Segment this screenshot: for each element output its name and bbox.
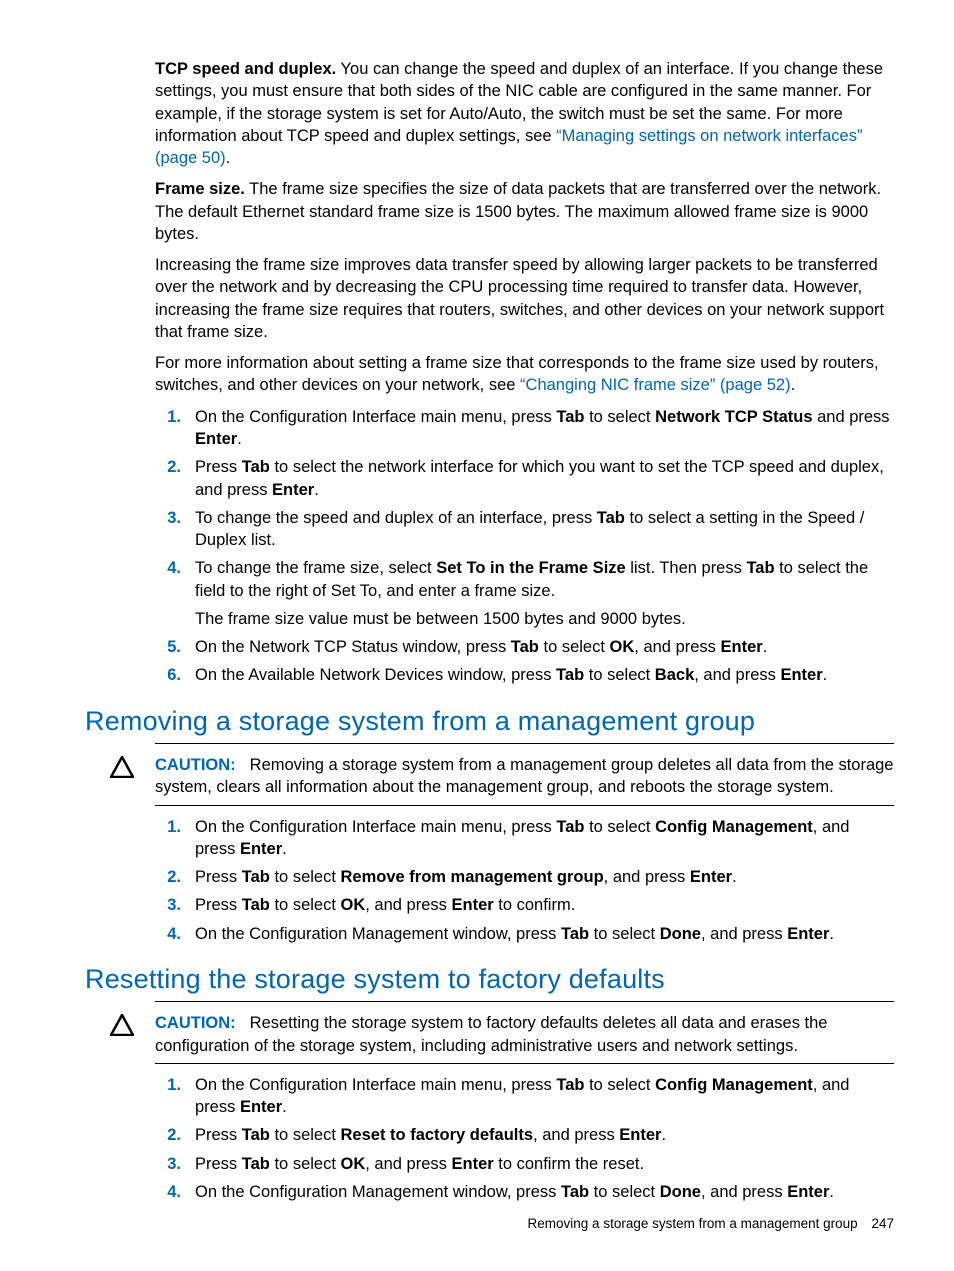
step-item: 1. On the Configuration Interface main me… bbox=[155, 816, 894, 861]
step-text: Press Tab to select OK, and press Enter … bbox=[195, 1153, 894, 1175]
rule-removing bbox=[155, 743, 894, 744]
step-text: Press Tab to select Remove from manageme… bbox=[195, 866, 894, 888]
body-column: TCP speed and duplex. You can change the… bbox=[155, 58, 894, 687]
step-item: 4. To change the frame size, select Set T… bbox=[155, 557, 894, 630]
step-text: On the Network TCP Status window, press … bbox=[195, 636, 894, 658]
caution-label: CAUTION: bbox=[155, 756, 236, 774]
step-number: 6. bbox=[155, 664, 181, 686]
step-number: 1. bbox=[155, 816, 181, 838]
step-text: Press Tab to select Reset to factory def… bbox=[195, 1124, 894, 1146]
step-item: 6. On the Available Network Devices windo… bbox=[155, 664, 894, 686]
text-frame: The frame size specifies the size of dat… bbox=[155, 180, 881, 243]
para-tcp-speed: TCP speed and duplex. You can change the… bbox=[155, 58, 894, 169]
caution-removing: CAUTION:Removing a storage system from a… bbox=[110, 754, 894, 799]
document-page: TCP speed and duplex. You can change the… bbox=[0, 0, 954, 1271]
step-number: 1. bbox=[155, 406, 181, 428]
tail-tcp: . bbox=[226, 149, 231, 167]
step-text: On the Available Network Devices window,… bbox=[195, 664, 894, 686]
step-text: Press Tab to select the network interfac… bbox=[195, 456, 894, 501]
step-item: 3. Press Tab to select OK, and press Ente… bbox=[155, 1153, 894, 1175]
step-item: 3. To change the speed and duplex of an i… bbox=[155, 507, 894, 552]
more-tail: . bbox=[791, 376, 796, 394]
link-changing-nic[interactable]: “Changing NIC frame size” (page 52) bbox=[520, 376, 791, 394]
body-col-removing: 1. On the Configuration Interface main me… bbox=[155, 816, 894, 945]
heading-resetting: Resetting the storage system to factory … bbox=[60, 961, 894, 997]
footer-text: Removing a storage system from a managem… bbox=[528, 1216, 858, 1231]
caution-text-removing: CAUTION:Removing a storage system from a… bbox=[155, 754, 894, 799]
steps-removing: 1. On the Configuration Interface main me… bbox=[155, 816, 894, 945]
caution-body: Removing a storage system from a managem… bbox=[155, 756, 894, 796]
steps-tcp-frame: 1. On the Configuration Interface main me… bbox=[155, 406, 894, 687]
step-item: 2. Press Tab to select Reset to factory d… bbox=[155, 1124, 894, 1146]
heading-removing: Removing a storage system from a managem… bbox=[60, 703, 894, 739]
steps-resetting: 1. On the Configuration Interface main me… bbox=[155, 1074, 894, 1203]
step-number: 4. bbox=[155, 923, 181, 945]
step-item: 4. On the Configuration Management window… bbox=[155, 1181, 894, 1203]
step-number: 4. bbox=[155, 557, 181, 579]
step-number: 4. bbox=[155, 1181, 181, 1203]
caution-icon bbox=[110, 1012, 155, 1042]
caution-label: CAUTION: bbox=[155, 1014, 236, 1032]
rule-resetting-2 bbox=[155, 1063, 894, 1064]
step-text: On the Configuration Interface main menu… bbox=[195, 816, 894, 861]
step-number: 2. bbox=[155, 1124, 181, 1146]
step-text: On the Configuration Interface main menu… bbox=[195, 406, 894, 451]
step-number: 3. bbox=[155, 894, 181, 916]
step-number: 2. bbox=[155, 456, 181, 478]
step-text: On the Configuration Management window, … bbox=[195, 1181, 894, 1203]
step-number: 3. bbox=[155, 507, 181, 529]
lead-frame: Frame size. bbox=[155, 180, 245, 198]
lead-tcp: TCP speed and duplex. bbox=[155, 60, 336, 78]
caution-body: Resetting the storage system to factory … bbox=[155, 1014, 828, 1054]
page-footer: Removing a storage system from a managem… bbox=[528, 1215, 894, 1233]
caution-text-resetting: CAUTION:Resetting the storage system to … bbox=[155, 1012, 894, 1057]
para-more-info: For more information about setting a fra… bbox=[155, 352, 894, 397]
step-item: 2. Press Tab to select the network interf… bbox=[155, 456, 894, 501]
step-extra-text: The frame size value must be between 150… bbox=[195, 608, 894, 630]
step-text: On the Configuration Management window, … bbox=[195, 923, 894, 945]
step-item: 5. On the Network TCP Status window, pres… bbox=[155, 636, 894, 658]
step-number: 5. bbox=[155, 636, 181, 658]
para-increase-frame: Increasing the frame size improves data … bbox=[155, 254, 894, 343]
rule-resetting bbox=[155, 1001, 894, 1002]
step-text: Press Tab to select OK, and press Enter … bbox=[195, 894, 894, 916]
footer-page-number: 247 bbox=[871, 1216, 894, 1231]
body-col-resetting: 1. On the Configuration Interface main me… bbox=[155, 1074, 894, 1203]
step-item: 2. Press Tab to select Remove from manage… bbox=[155, 866, 894, 888]
step-number: 1. bbox=[155, 1074, 181, 1096]
step-number: 2. bbox=[155, 866, 181, 888]
step-item: 4. On the Configuration Management window… bbox=[155, 923, 894, 945]
step-text: To change the speed and duplex of an int… bbox=[195, 507, 894, 552]
rule-removing-2 bbox=[155, 805, 894, 806]
step-item: 1. On the Configuration Interface main me… bbox=[155, 1074, 894, 1119]
step-text: On the Configuration Interface main menu… bbox=[195, 1074, 894, 1119]
caution-icon bbox=[110, 754, 155, 784]
para-frame-size: Frame size. The frame size specifies the… bbox=[155, 178, 894, 245]
step-item: 1. On the Configuration Interface main me… bbox=[155, 406, 894, 451]
step-text: To change the frame size, select Set To … bbox=[195, 557, 894, 602]
step-item: 3. Press Tab to select OK, and press Ente… bbox=[155, 894, 894, 916]
caution-resetting: CAUTION:Resetting the storage system to … bbox=[110, 1012, 894, 1057]
step-number: 3. bbox=[155, 1153, 181, 1175]
